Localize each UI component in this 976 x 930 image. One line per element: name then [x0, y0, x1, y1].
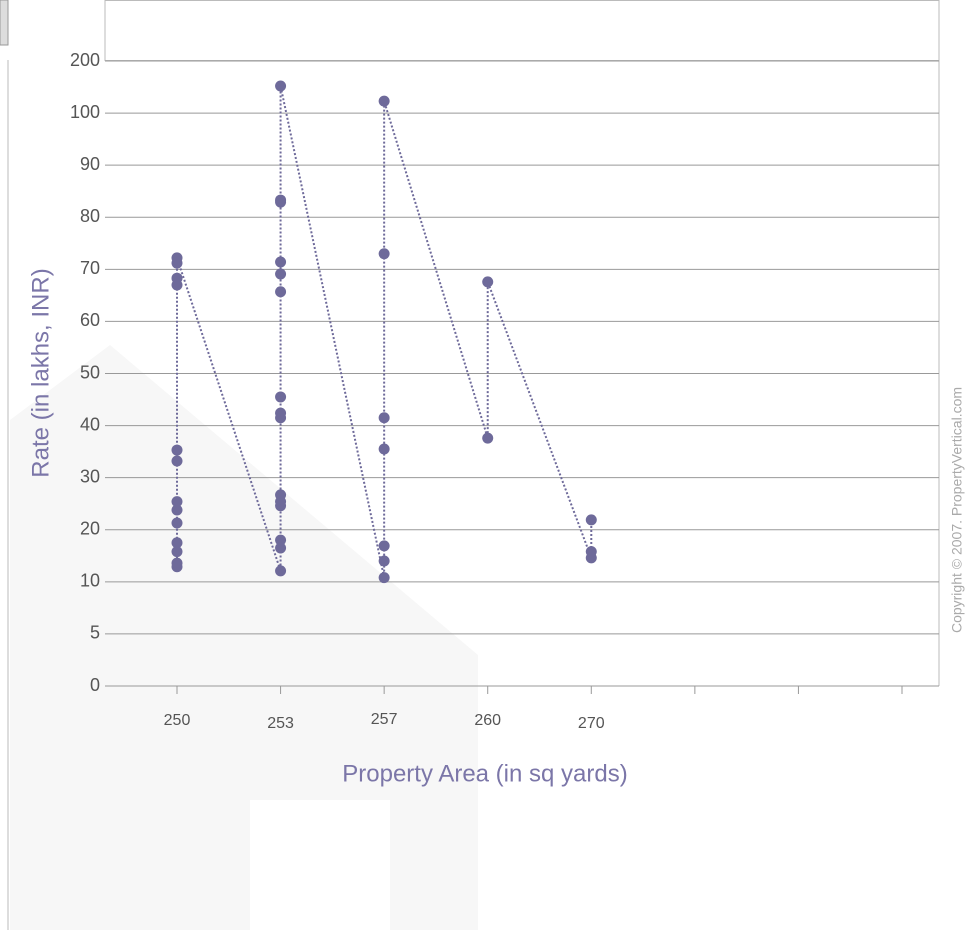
- x-tick-label: 270: [578, 715, 605, 732]
- point: [275, 489, 287, 501]
- point: [171, 444, 183, 456]
- line: [176, 85, 593, 578]
- corner-box: [0, 0, 9, 46]
- x-tick-label: 253: [267, 715, 294, 732]
- y-tick-label: 0: [90, 675, 100, 695]
- x-tick-label: 257: [371, 711, 398, 728]
- x-tick-label: 260: [474, 712, 501, 729]
- top-box: [104, 0, 940, 61]
- y-axis-title: Rate (in lakhs, INR): [27, 268, 54, 477]
- y-tick-label: 30: [80, 466, 100, 486]
- x-tick-label: 250: [164, 712, 191, 729]
- point: [171, 252, 183, 264]
- point: [275, 407, 287, 419]
- y-tick-label: 40: [80, 414, 100, 434]
- y-tick-label: 200: [70, 50, 100, 70]
- x-axis-title: Property Area (in sq yards): [342, 760, 627, 787]
- point: [585, 514, 597, 526]
- point: [378, 540, 390, 552]
- point: [378, 572, 390, 584]
- point: [275, 80, 287, 92]
- point: [275, 268, 287, 280]
- point: [275, 256, 287, 268]
- point: [275, 534, 287, 546]
- point: [171, 504, 183, 516]
- y-tick-label: 5: [90, 623, 100, 643]
- point: [275, 391, 287, 403]
- watermark: [10, 345, 478, 930]
- point: [171, 557, 183, 569]
- y-tick-label: 10: [80, 571, 100, 591]
- point: [482, 276, 494, 288]
- y-tick-label: 100: [70, 102, 100, 122]
- point: [378, 555, 390, 567]
- point: [585, 546, 597, 558]
- point: [171, 272, 183, 284]
- copyright: Copyright © 2007. PropertyVertical.com: [949, 387, 965, 633]
- point: [275, 542, 287, 554]
- point: [275, 286, 287, 298]
- y-tick-label: 60: [80, 310, 100, 330]
- point: [378, 412, 390, 424]
- point: [378, 95, 390, 107]
- y-tick-label: 50: [80, 362, 100, 382]
- point: [171, 455, 183, 467]
- point: [378, 248, 390, 260]
- y-tick-label: 70: [80, 258, 100, 278]
- y-tick-label: 20: [80, 519, 100, 539]
- point: [378, 443, 390, 455]
- point: [275, 565, 287, 577]
- point: [482, 432, 494, 444]
- point: [275, 194, 287, 206]
- point: [171, 537, 183, 549]
- point: [171, 546, 183, 558]
- y-tick-label: 80: [80, 206, 100, 226]
- point: [171, 496, 183, 508]
- point: [171, 517, 183, 529]
- y-tick-label: 90: [80, 154, 100, 174]
